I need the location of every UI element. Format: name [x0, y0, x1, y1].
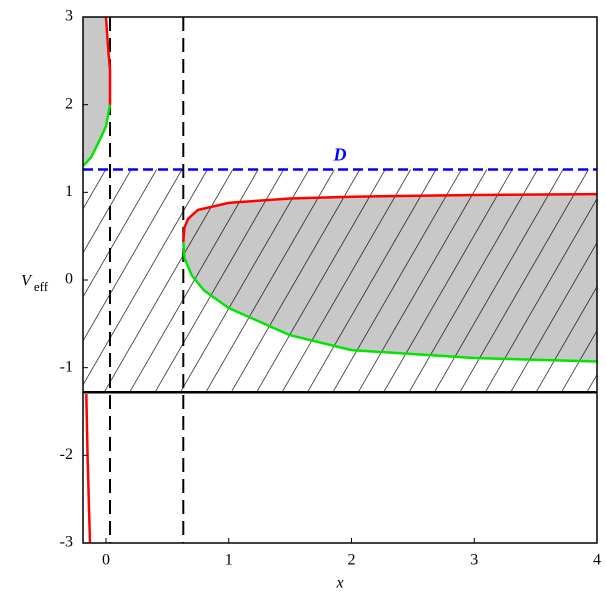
x-axis-label: x [335, 575, 343, 592]
x-tick-label: 4 [593, 552, 601, 569]
hatched-region [83, 169, 597, 393]
curve-label: D [333, 145, 347, 165]
y-axis-label-sub: eff [34, 279, 49, 294]
y-tick-label: 0 [65, 271, 73, 288]
curve [104, 17, 112, 105]
shaded-region [83, 17, 111, 167]
x-tick-label: 0 [102, 552, 110, 569]
y-axis-label: V [21, 273, 33, 290]
curve [85, 393, 92, 543]
x-tick-label: 2 [347, 552, 355, 569]
plot-area [83, 17, 597, 543]
y-tick-label: 1 [65, 183, 73, 200]
x-tick-label: 1 [225, 552, 233, 569]
y-tick-label: -2 [60, 446, 73, 463]
y-tick-label: 3 [65, 8, 73, 25]
curve [83, 104, 112, 167]
y-tick-label: 2 [65, 95, 73, 112]
curve [182, 192, 597, 243]
y-tick-label: -3 [60, 534, 73, 551]
x-tick-label: 3 [470, 552, 478, 569]
y-tick-label: -1 [60, 358, 73, 375]
curve [182, 242, 597, 363]
